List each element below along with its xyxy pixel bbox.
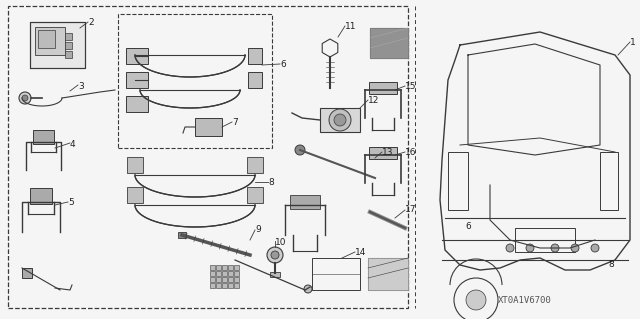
Bar bbox=[65, 51, 72, 58]
Bar bbox=[33, 130, 54, 144]
Bar bbox=[290, 195, 320, 209]
Text: 13: 13 bbox=[382, 148, 394, 157]
Text: 12: 12 bbox=[368, 96, 380, 105]
Circle shape bbox=[304, 285, 312, 293]
Circle shape bbox=[267, 247, 283, 263]
Bar bbox=[127, 157, 143, 173]
Bar bbox=[370, 28, 408, 58]
Bar bbox=[30, 22, 85, 68]
Bar bbox=[247, 187, 263, 203]
Bar bbox=[178, 232, 186, 238]
Circle shape bbox=[19, 92, 31, 104]
Bar bbox=[210, 277, 215, 282]
Bar bbox=[65, 33, 72, 40]
Circle shape bbox=[329, 109, 351, 131]
Bar bbox=[222, 277, 227, 282]
Bar bbox=[248, 48, 262, 64]
Bar bbox=[228, 277, 233, 282]
Circle shape bbox=[466, 290, 486, 310]
Circle shape bbox=[271, 251, 279, 259]
Bar bbox=[210, 271, 215, 276]
Bar bbox=[448, 152, 468, 210]
Bar bbox=[234, 271, 239, 276]
Bar bbox=[222, 283, 227, 288]
Bar bbox=[30, 188, 52, 204]
Circle shape bbox=[334, 114, 346, 126]
Bar bbox=[312, 258, 360, 290]
Text: 6: 6 bbox=[280, 60, 285, 69]
Bar bbox=[228, 283, 233, 288]
Text: 17: 17 bbox=[405, 205, 417, 214]
Bar bbox=[8, 6, 408, 308]
Bar bbox=[234, 277, 239, 282]
Text: 2: 2 bbox=[88, 18, 93, 27]
Text: 11: 11 bbox=[345, 22, 356, 31]
Bar bbox=[35, 27, 65, 55]
Bar bbox=[368, 258, 408, 290]
Bar bbox=[234, 283, 239, 288]
Text: 8: 8 bbox=[608, 260, 614, 269]
Bar bbox=[247, 157, 263, 173]
Text: 7: 7 bbox=[232, 118, 237, 127]
Text: 10: 10 bbox=[275, 238, 287, 247]
Text: 16: 16 bbox=[405, 148, 417, 157]
Text: 3: 3 bbox=[78, 82, 84, 91]
Text: XT0A1V6700: XT0A1V6700 bbox=[498, 296, 552, 305]
Circle shape bbox=[22, 95, 28, 101]
Bar bbox=[210, 265, 215, 270]
Bar bbox=[126, 72, 148, 88]
Bar bbox=[228, 271, 233, 276]
Bar bbox=[127, 187, 143, 203]
Bar bbox=[222, 271, 227, 276]
Circle shape bbox=[506, 244, 514, 252]
Bar bbox=[222, 265, 227, 270]
Bar bbox=[369, 82, 397, 94]
Text: 9: 9 bbox=[255, 225, 260, 234]
Bar bbox=[65, 42, 72, 49]
Bar bbox=[600, 152, 618, 210]
Circle shape bbox=[526, 244, 534, 252]
Bar bbox=[216, 265, 221, 270]
Bar bbox=[515, 228, 575, 252]
Bar bbox=[369, 147, 397, 159]
Bar bbox=[126, 96, 148, 112]
Polygon shape bbox=[370, 28, 408, 58]
Bar bbox=[195, 118, 222, 136]
Bar bbox=[216, 277, 221, 282]
Bar bbox=[248, 72, 262, 88]
Circle shape bbox=[295, 145, 305, 155]
Circle shape bbox=[571, 244, 579, 252]
Text: 15: 15 bbox=[405, 82, 417, 91]
Bar bbox=[38, 30, 55, 48]
Text: 14: 14 bbox=[355, 248, 366, 257]
Text: 6: 6 bbox=[465, 222, 471, 231]
Bar bbox=[228, 265, 233, 270]
Polygon shape bbox=[368, 258, 408, 290]
Text: 5: 5 bbox=[68, 198, 74, 207]
Bar bbox=[216, 271, 221, 276]
Circle shape bbox=[551, 244, 559, 252]
Bar bbox=[320, 108, 360, 132]
Text: 4: 4 bbox=[70, 140, 76, 149]
Bar bbox=[210, 283, 215, 288]
Bar bbox=[22, 268, 32, 278]
Bar bbox=[126, 48, 148, 64]
Text: 8: 8 bbox=[268, 178, 274, 187]
Circle shape bbox=[591, 244, 599, 252]
Bar bbox=[270, 272, 280, 277]
Bar bbox=[216, 283, 221, 288]
Bar bbox=[118, 14, 272, 148]
Text: 1: 1 bbox=[630, 38, 636, 47]
Bar bbox=[234, 265, 239, 270]
